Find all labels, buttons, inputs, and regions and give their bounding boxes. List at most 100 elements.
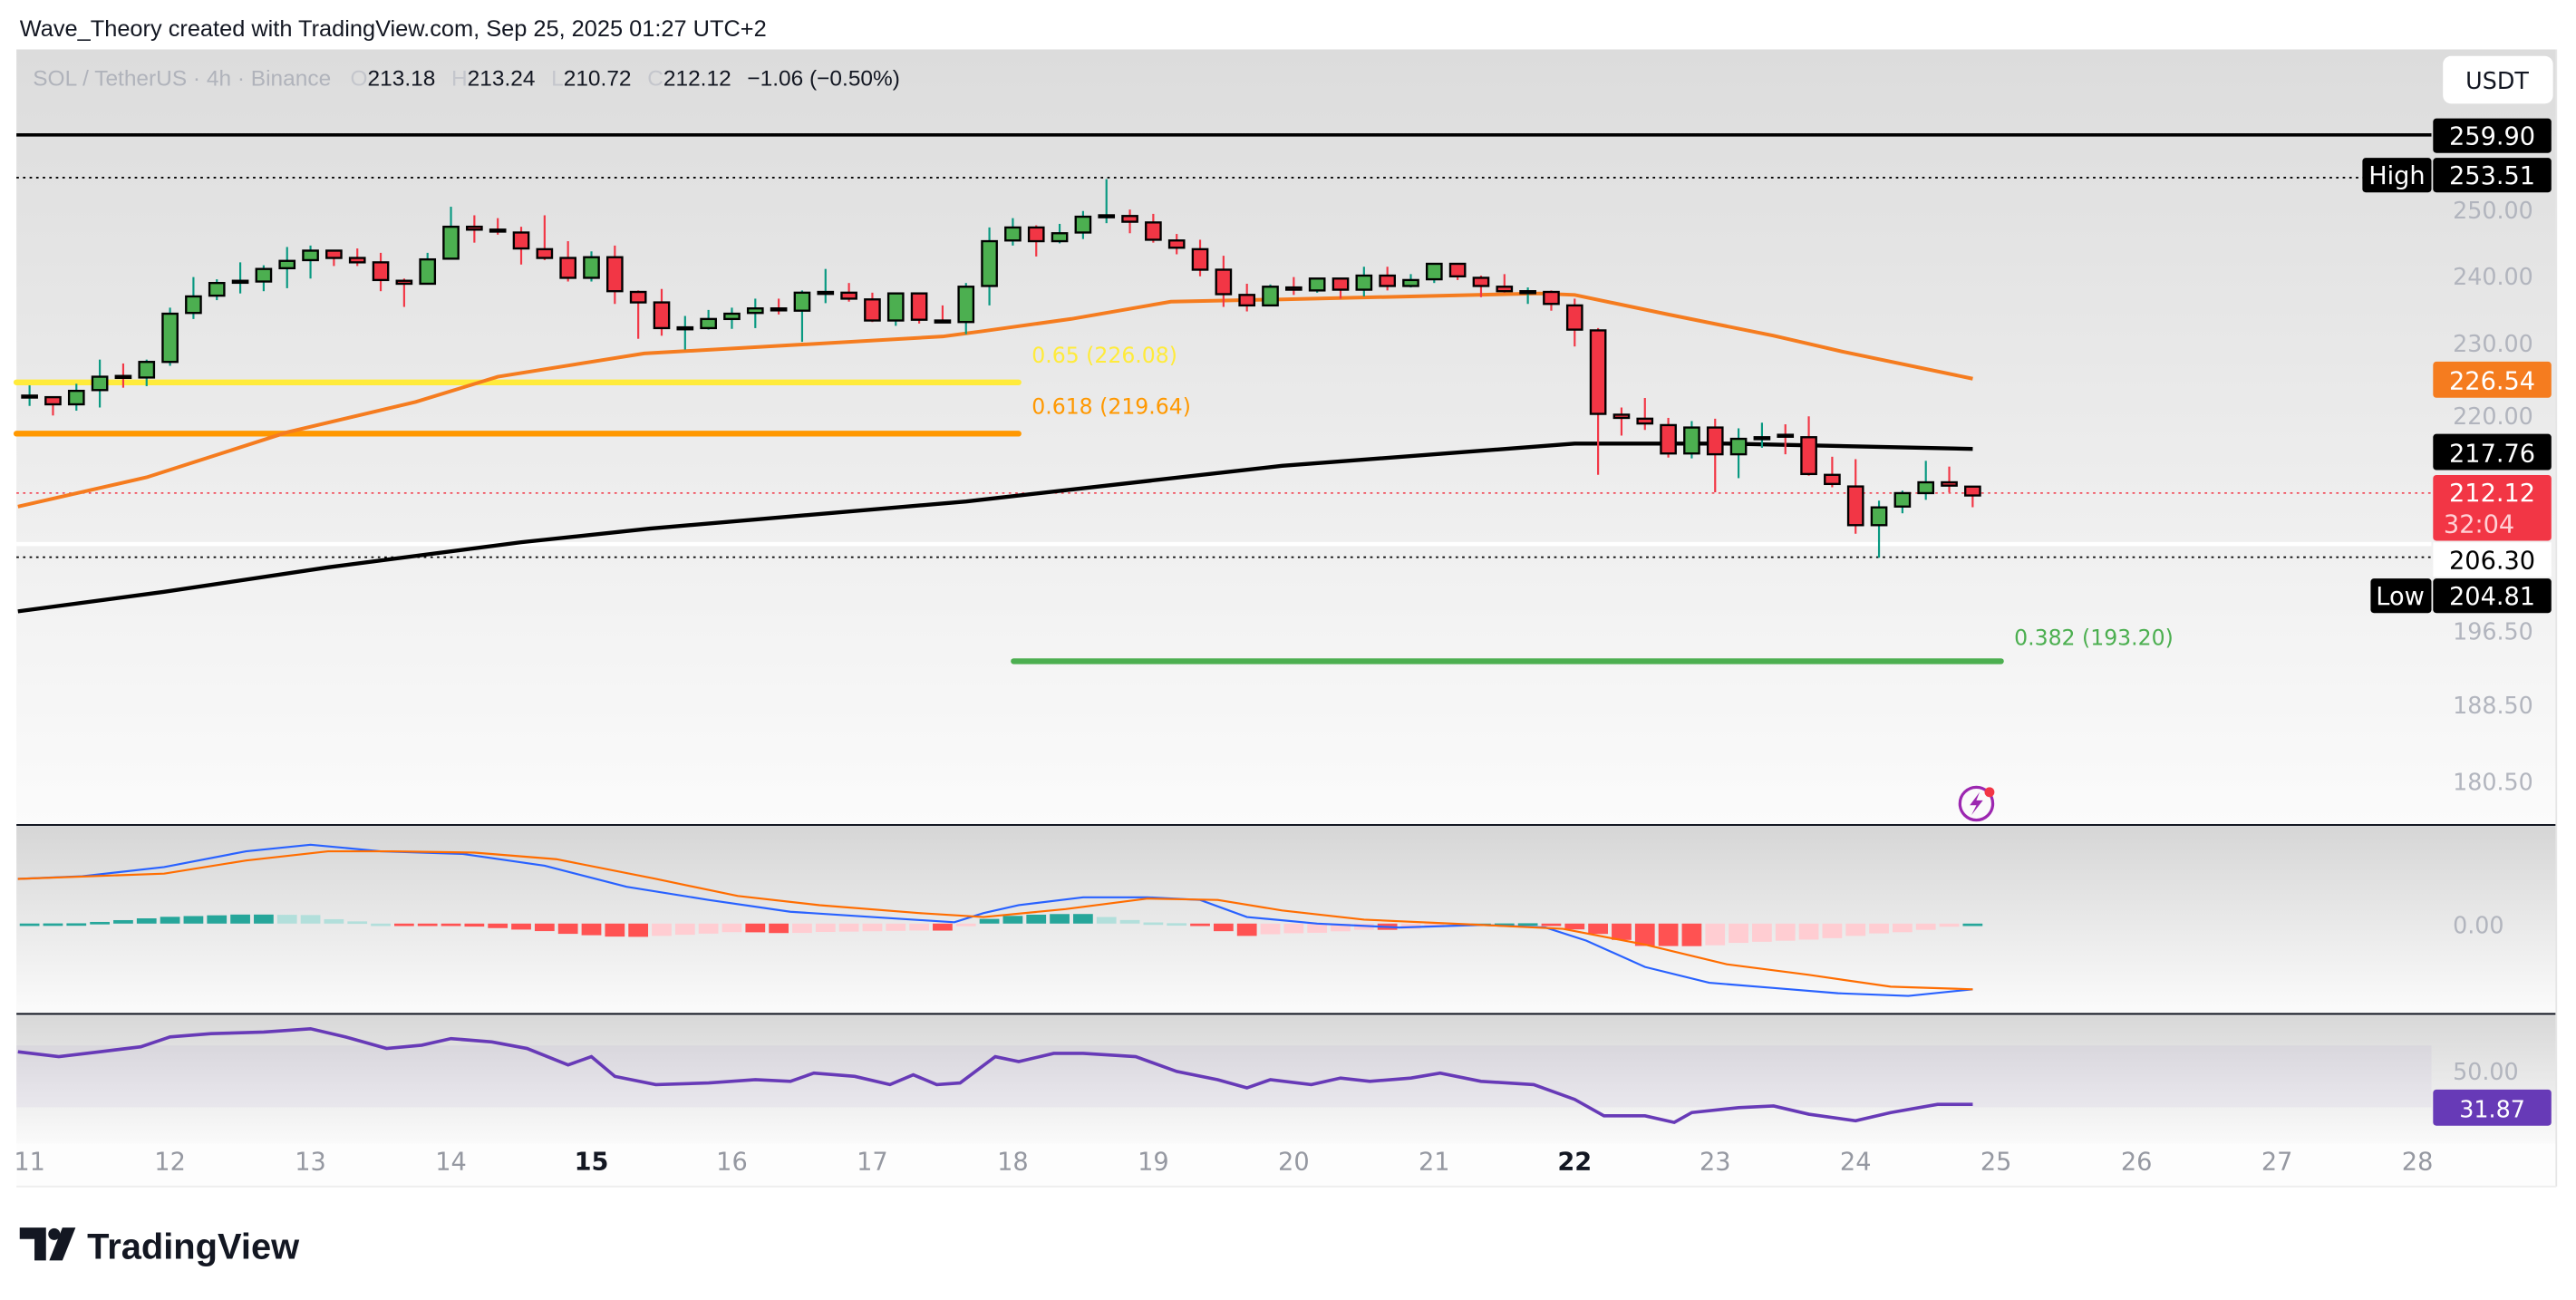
time-axis-label: 20 — [1278, 1149, 1310, 1177]
candle — [559, 241, 577, 282]
candle-body — [185, 295, 202, 315]
macd-histogram-bar — [136, 918, 157, 924]
candle — [1543, 290, 1560, 311]
price-tick-label: 196.50 — [2453, 617, 2533, 645]
macd-histogram-bar — [43, 923, 63, 926]
candle-body — [1355, 274, 1373, 291]
candle — [840, 283, 857, 302]
price-tick-label: 250.00 — [2453, 197, 2533, 224]
main-pane[interactable] — [16, 49, 2557, 826]
tag-259-90: 259.90 — [2449, 123, 2535, 151]
low-tag-bg — [2370, 578, 2432, 614]
macd-histogram-bar — [581, 923, 602, 936]
candle-body — [957, 286, 975, 324]
candle-body — [442, 225, 460, 260]
high-value-tag: 253.51 — [2449, 162, 2535, 190]
candle — [1870, 500, 1888, 558]
currency-button[interactable]: USDT — [2443, 55, 2553, 104]
candle-body — [1941, 480, 1958, 487]
symbol-legend[interactable]: SOL / TetherUS · 4h · Binance O213.18 H2… — [33, 66, 900, 91]
candle-body — [559, 257, 577, 279]
candle — [1800, 416, 1817, 476]
candle — [1941, 466, 1958, 493]
candle — [536, 215, 554, 260]
lightning-alert-icon[interactable] — [1958, 785, 1995, 822]
price-axis[interactable]: 250.00 240.00 230.00 220.00 196.50 188.50 180.… — [2453, 197, 2533, 795]
candle — [934, 305, 952, 324]
macd-histogram-bar — [1752, 923, 1772, 942]
candle — [21, 385, 38, 406]
attribution: Wave_Theory created with TradingView.com… — [20, 16, 767, 42]
fib-label: 0.65 (226.08) — [1031, 343, 1177, 368]
macd-histogram-bar — [933, 923, 953, 931]
signal-line — [17, 849, 1973, 991]
candle-body — [1565, 304, 1583, 331]
macd-histogram-bar — [207, 915, 228, 924]
change-value: −1.06 (−0.50%) — [747, 66, 900, 91]
macd-histogram-bar — [1096, 917, 1117, 924]
candle — [629, 290, 647, 339]
candle — [185, 276, 202, 319]
macd-histogram-bar — [674, 923, 695, 936]
macd-histogram-bar — [1729, 923, 1748, 944]
macd-histogram-bar — [347, 921, 368, 925]
symbol-name: SOL / TetherUS · 4h · Binance — [33, 66, 331, 91]
candle — [583, 251, 600, 282]
macd-histogram-bar — [1307, 923, 1328, 933]
candle-body — [1074, 215, 1092, 234]
macd-histogram-bar — [1939, 923, 1960, 927]
macd-histogram-bar — [1494, 923, 1515, 926]
candle-body — [676, 325, 694, 331]
macd-histogram-bar — [1119, 919, 1140, 924]
candle — [1074, 210, 1092, 239]
fibonacci-levels[interactable]: 0.65 (226.08) 0.618 (219.64) 0.382 (193.20… — [13, 343, 2174, 665]
candle — [1145, 213, 1162, 243]
macd-histogram-bar — [324, 918, 344, 924]
price-tick-label: 230.00 — [2453, 330, 2533, 357]
time-axis-label: 14 — [435, 1149, 467, 1177]
candle — [1332, 277, 1350, 299]
macd-histogram-bar — [721, 923, 742, 933]
macd-histogram-bar — [1588, 923, 1608, 935]
macd-indicator — [17, 843, 1983, 997]
candle — [770, 298, 788, 315]
macd-histogram-bar — [1167, 923, 1187, 926]
macd-histogram-bar — [417, 923, 438, 926]
candle — [1355, 267, 1373, 296]
candle-body — [981, 239, 998, 287]
macd-histogram-bar — [488, 923, 508, 928]
macd-histogram-bar — [1822, 923, 1843, 938]
candle-body — [746, 307, 764, 315]
tradingview-logo[interactable]: TradingView — [19, 1227, 300, 1267]
time-axis[interactable] — [16, 1143, 2557, 1187]
candle-body — [138, 361, 156, 379]
macd-histogram-bar — [1564, 923, 1585, 930]
candle — [1215, 256, 1233, 307]
time-axis-label: 13 — [295, 1149, 326, 1177]
macd-histogram-bar — [1798, 923, 1819, 940]
candle-body — [1496, 286, 1514, 293]
macd-histogram-bar — [534, 923, 555, 932]
macd-histogram-bar — [1213, 923, 1234, 932]
high-value: 213.24 — [468, 66, 536, 91]
candle-body — [1893, 491, 1912, 508]
time-axis-label: 24 — [1840, 1149, 1872, 1177]
macd-histogram-bar — [66, 923, 87, 926]
time-axis-label: 15 — [575, 1149, 609, 1177]
macd-histogram-bar — [1705, 923, 1726, 946]
time-axis-label: 16 — [716, 1149, 748, 1177]
rsi-value-tag: 31.87 — [2459, 1096, 2525, 1123]
price-tick-label: 180.50 — [2453, 769, 2533, 796]
candle — [1402, 274, 1419, 288]
rsi-pane[interactable] — [16, 1015, 2557, 1144]
candle — [395, 278, 413, 307]
candle — [1425, 262, 1443, 284]
candle-body — [278, 259, 296, 270]
candle — [676, 315, 694, 350]
ma-tag: 217.76 — [2449, 440, 2535, 468]
candle-body — [1753, 436, 1771, 441]
candle-body — [1004, 226, 1022, 242]
candle — [1379, 267, 1396, 291]
macd-histogram-bar — [745, 923, 766, 933]
